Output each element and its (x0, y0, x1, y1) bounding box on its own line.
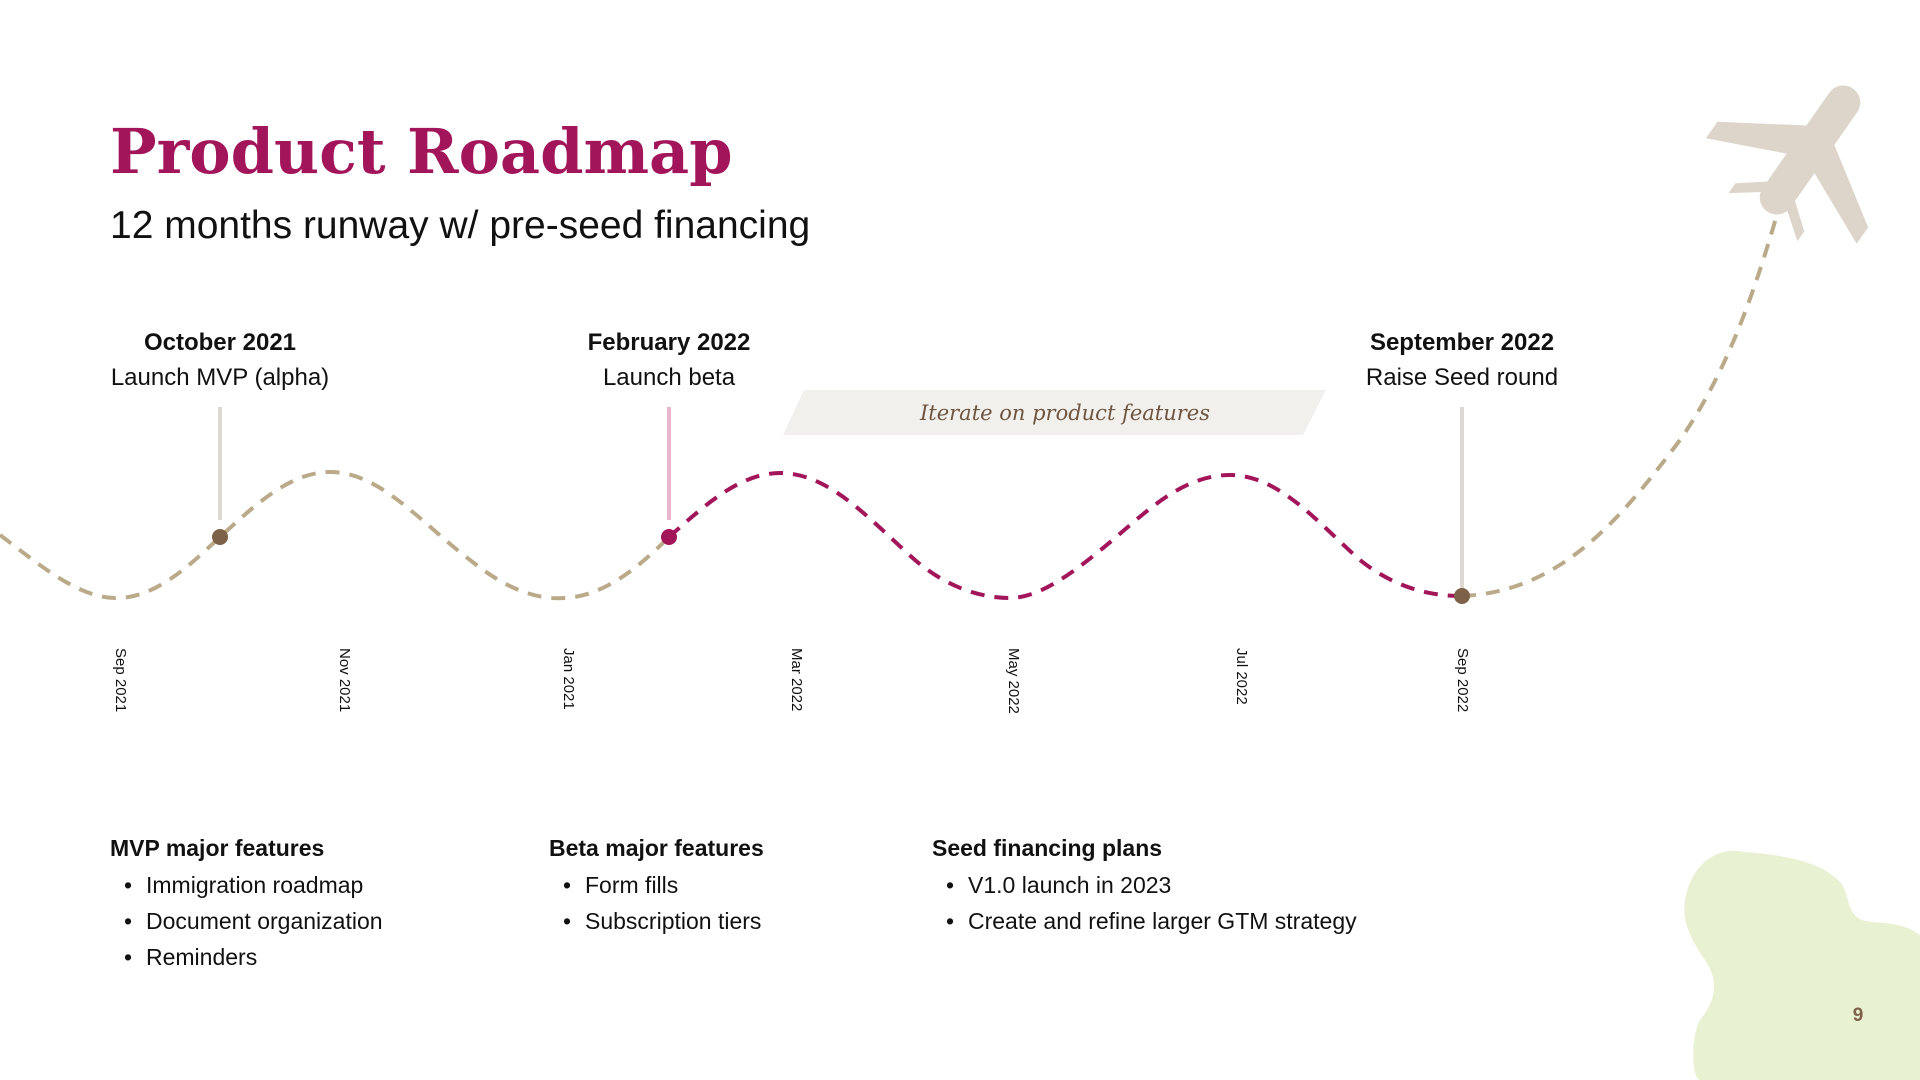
bullet-icon: • (946, 872, 955, 898)
month-tick: Nov 2021 (336, 648, 353, 713)
page-subtitle: 12 months runway w/ pre-seed financing (110, 204, 811, 247)
iterate-label: Iterate on product features (919, 401, 1210, 425)
bullet-icon: • (124, 872, 133, 898)
bullet-icon: • (563, 872, 572, 898)
milestone-dot-beta (661, 529, 677, 545)
bullet-icon: • (124, 944, 133, 970)
feature-list: • Immigration roadmap • Document organizat… (110, 867, 383, 975)
milestone-label: Raise Seed round (1365, 364, 1559, 391)
decorative-blob (1684, 850, 1920, 1080)
month-tick: Mar 2022 (788, 648, 805, 712)
bullet-icon: • (563, 908, 572, 934)
bullet-icon: • (946, 908, 955, 934)
milestone-date: February 2022 (587, 329, 751, 356)
milestone-label: Launch MVP (alpha) (110, 364, 330, 391)
list-item-text: Form fills (585, 872, 679, 898)
month-tick: Sep 2022 (1454, 648, 1471, 713)
month-tick: Sep 2021 (112, 648, 129, 713)
month-tick: Jul 2022 (1233, 648, 1250, 705)
feature-heading: Seed financing plans (932, 835, 1163, 861)
milestone-mvp: October 2021 Launch MVP (alpha) (40, 327, 400, 394)
list-item: • Subscription tiers (549, 903, 764, 939)
list-item: • Create and refine larger GTM strategy (932, 903, 1357, 939)
month-tick: May 2022 (1005, 648, 1022, 714)
month-tick: Jan 2021 (560, 648, 577, 710)
airplane-icon (1705, 85, 1869, 244)
feature-column-beta: Beta major features • Form fills • Subscri… (549, 832, 764, 939)
list-item: • Immigration roadmap (110, 867, 383, 903)
feature-list: • Form fills • Subscription tiers (549, 867, 764, 939)
list-item-text: Document organization (146, 908, 383, 934)
list-item-text: V1.0 launch in 2023 (968, 872, 1172, 898)
list-item-text: Reminders (146, 944, 258, 970)
feature-column-seed: Seed financing plans • V1.0 launch in 202… (932, 832, 1357, 939)
list-item-text: Immigration roadmap (146, 872, 364, 898)
feature-list: • V1.0 launch in 2023 • Create and refine … (932, 867, 1357, 939)
list-item-text: Subscription tiers (585, 908, 762, 934)
list-item: • Document organization (110, 903, 383, 939)
milestone-label: Launch beta (602, 364, 736, 391)
list-item: • Reminders (110, 939, 383, 975)
page-number: 9 (1852, 1005, 1864, 1026)
milestone-dot-seed (1454, 588, 1470, 604)
milestone-date: September 2022 (1369, 329, 1555, 356)
milestone-dot-mvp (212, 529, 228, 545)
iterate-band (783, 390, 1326, 435)
timeline-wave-start (0, 469, 671, 601)
page-title: Product Roadmap (110, 115, 733, 188)
feature-heading: MVP major features (110, 835, 325, 861)
milestone-beta: February 2022 Launch beta (489, 327, 849, 394)
timeline-wave-ascent (1461, 217, 1778, 598)
list-item: • V1.0 launch in 2023 (932, 867, 1357, 903)
bullet-icon: • (124, 908, 133, 934)
list-item-text: Create and refine larger GTM strategy (968, 908, 1357, 934)
list-item: • Form fills (549, 867, 764, 903)
milestone-date: October 2021 (143, 329, 297, 356)
feature-column-mvp: MVP major features • Immigration roadmap … (110, 832, 383, 975)
milestone-seed: September 2022 Raise Seed round (1282, 327, 1642, 394)
feature-heading: Beta major features (549, 835, 764, 861)
timeline-wave-iterate (667, 470, 1463, 601)
